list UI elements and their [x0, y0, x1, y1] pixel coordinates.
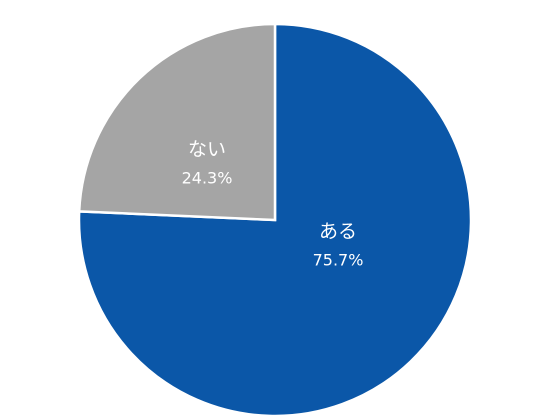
slice-label: ない — [188, 139, 226, 161]
pie-slice — [77, 22, 473, 418]
pie-slice — [77, 22, 277, 222]
slice-value-label: 75.7% — [313, 251, 364, 270]
slice-value-label: 24.3% — [182, 169, 233, 188]
slice-label: ある — [319, 221, 357, 243]
